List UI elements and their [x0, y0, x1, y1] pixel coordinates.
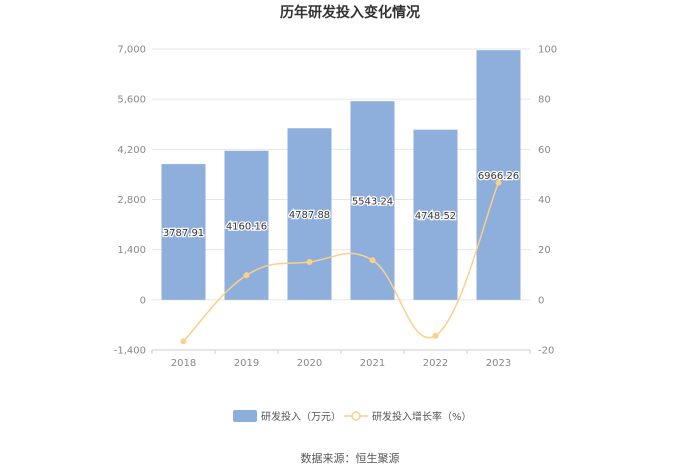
legend: 研发投入（万元） 研发投入增长率（%）	[233, 410, 472, 423]
bar-data-label: 4160.16	[226, 221, 267, 232]
bar-data-label: 4787.88	[289, 210, 330, 221]
x-tick-label: 2021	[360, 358, 385, 369]
y-right-tick-label: 0	[538, 295, 544, 306]
bar-series	[161, 50, 521, 300]
bar-data-label: 3787.91	[163, 228, 204, 239]
bar	[350, 101, 395, 300]
bar	[161, 164, 206, 300]
y-axis-right: -20 0 20 40 60 80 100	[538, 45, 557, 357]
y-left-tick-label: -1,400	[114, 346, 146, 357]
y-right-tick-label: 100	[538, 45, 557, 56]
growth-rate-point	[306, 258, 313, 265]
y-left-tick-label: 1,400	[117, 245, 146, 256]
grid-lines	[152, 48, 530, 351]
legend-label-bar: 研发投入（万元）	[261, 410, 341, 423]
growth-rate-point	[495, 179, 502, 186]
bar	[287, 128, 332, 300]
x-tick-label: 2019	[234, 358, 259, 369]
y-left-tick-label: 0	[140, 295, 146, 306]
line-series	[180, 179, 502, 345]
x-tick-label: 2018	[171, 358, 196, 369]
growth-rate-point	[243, 272, 250, 279]
growth-rate-point	[369, 257, 376, 264]
y-left-tick-label: 5,600	[117, 95, 146, 106]
x-tick-label: 2022	[423, 358, 448, 369]
y-left-tick-label: 4,200	[117, 145, 146, 156]
y-right-tick-label: 80	[538, 95, 551, 106]
growth-rate-point	[180, 338, 187, 345]
data-source: 数据来源：恒生聚源	[301, 451, 400, 465]
legend-swatch-bar	[233, 410, 257, 422]
x-axis: 2018 2019 2020 2021 2022 2023	[151, 349, 531, 369]
legend-label-line: 研发投入增长率（%）	[372, 410, 472, 423]
bar	[413, 129, 458, 300]
bar-data-label: 5543.24	[352, 197, 393, 208]
growth-rate-point	[432, 332, 439, 339]
y-right-tick-label: 20	[538, 245, 551, 256]
growth-rate-line	[182, 182, 500, 342]
x-tick-label: 2023	[486, 358, 511, 369]
y-left-tick-label: 2,800	[117, 195, 146, 206]
bar-data-label: 6966.26	[478, 171, 519, 182]
y-axis-left: -1,400 0 1,400 2,800 4,200 5,600 7,000	[114, 45, 146, 357]
bar-labels: 3787.91 4160.16 4787.88 5543.24 4748.52 6966.…	[162, 170, 521, 240]
y-left-tick-label: 7,000	[117, 45, 146, 56]
chart-title: 历年研发投入变化情况	[280, 4, 420, 21]
legend-swatch-line-marker	[351, 411, 361, 421]
y-right-tick-label: -20	[538, 346, 554, 357]
bar	[476, 50, 521, 300]
x-tick-label: 2020	[297, 358, 322, 369]
y-right-tick-label: 60	[538, 145, 551, 156]
bar-data-label: 4748.52	[415, 211, 456, 222]
y-right-tick-label: 40	[538, 195, 551, 206]
